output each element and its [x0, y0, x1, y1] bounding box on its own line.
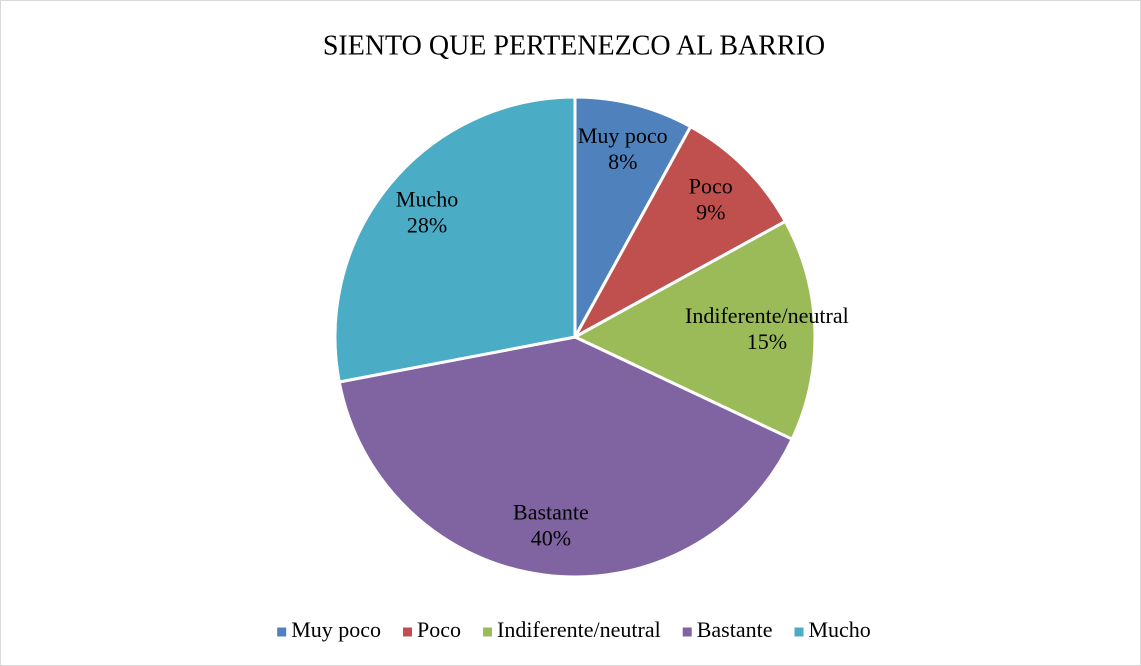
legend-marker: [483, 627, 493, 637]
legend-marker: [682, 627, 692, 637]
legend-label: Mucho: [808, 617, 870, 642]
pie-slice: [337, 335, 795, 579]
legend-label: Muy poco: [291, 617, 381, 642]
legend-marker: [277, 627, 287, 637]
pie-slice: [333, 95, 577, 384]
chart-title: SIENTO QUE PERTENEZCO AL BARRIO: [323, 30, 825, 61]
pie-slice: [571, 124, 788, 341]
legend-label: Indiferente/neutral: [497, 617, 661, 642]
slice-label-value: 8%: [608, 149, 637, 174]
pie-slice: [571, 219, 817, 442]
slice-label-value: 9%: [696, 199, 725, 224]
slice-label-name: Poco: [689, 173, 733, 198]
slice-label-name: Indiferente/neutral: [685, 303, 849, 328]
legend-label: Bastante: [697, 617, 773, 642]
slice-label-name: Muy poco: [578, 123, 668, 148]
legend-label: Poco: [417, 617, 461, 642]
slice-label-value: 40%: [531, 526, 571, 551]
legend-marker: [403, 627, 413, 637]
slice-label-value: 28%: [407, 213, 447, 238]
slice-label-value: 15%: [747, 329, 787, 354]
slice-label-name: Bastante: [513, 500, 589, 525]
legend-marker: [794, 627, 804, 637]
slice-label-name: Mucho: [396, 187, 458, 212]
pie-slice: [573, 95, 693, 338]
